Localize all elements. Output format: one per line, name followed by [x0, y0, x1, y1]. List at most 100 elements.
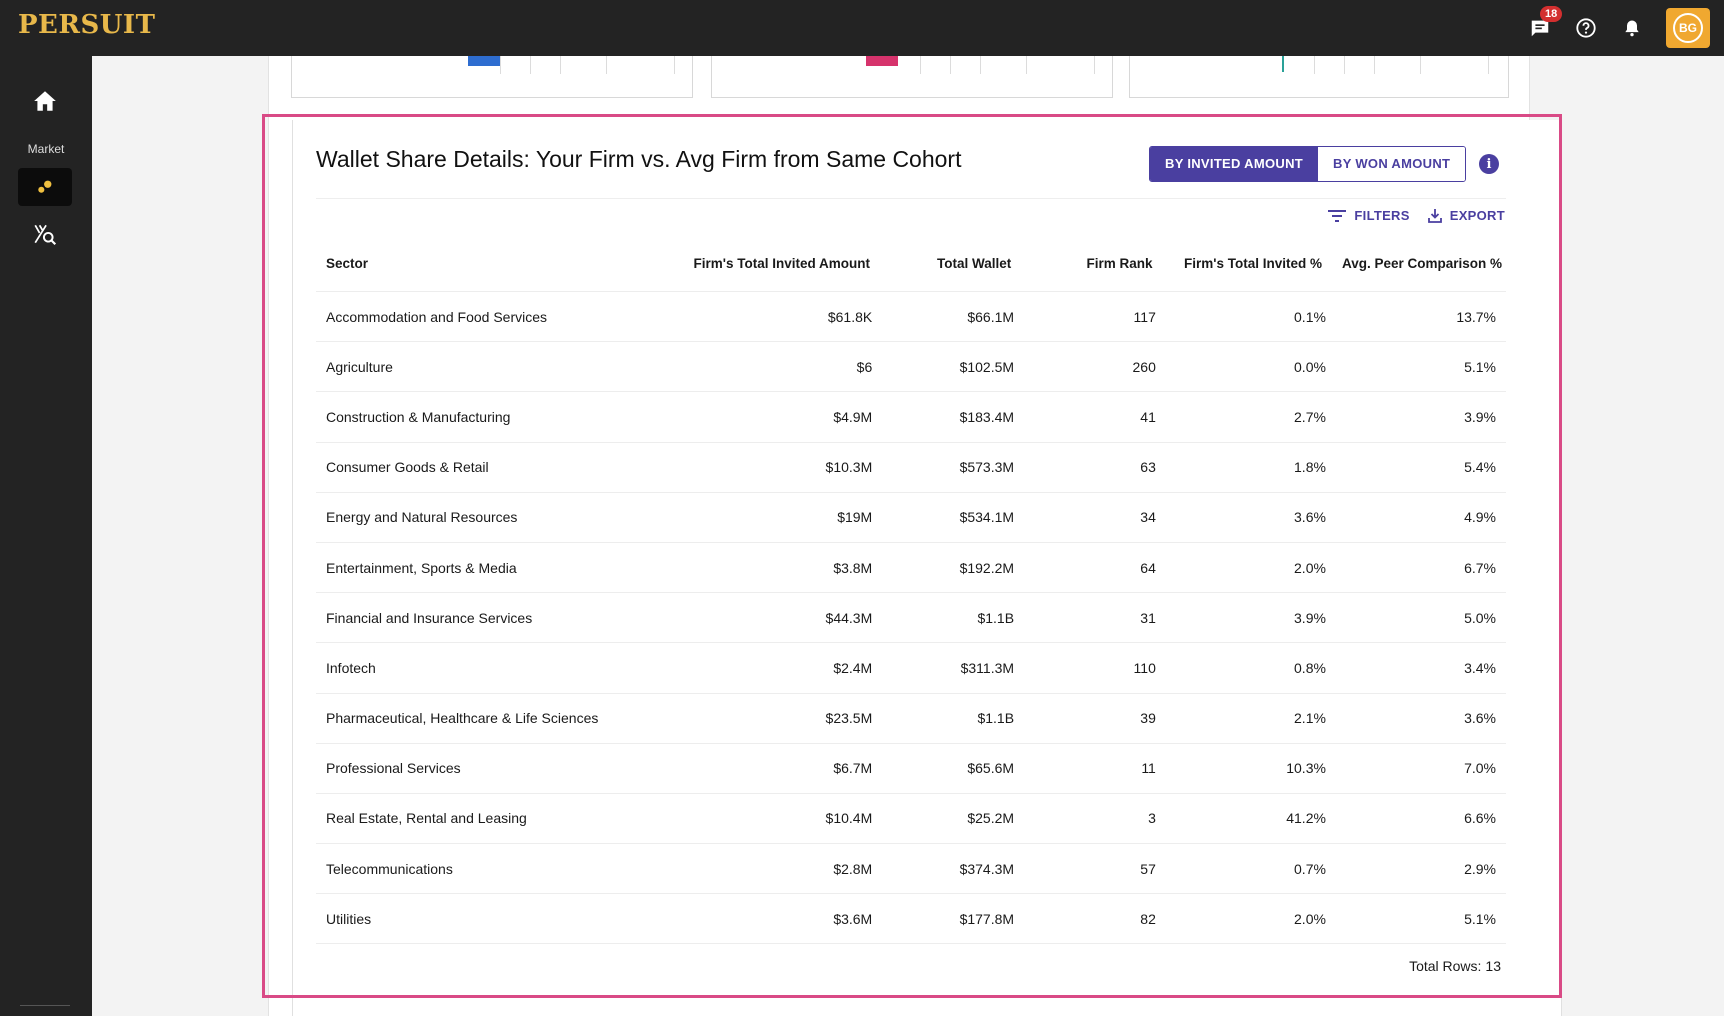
invited-percent-cell: 1.8%	[1294, 459, 1326, 476]
mini-chart-gridline	[560, 56, 561, 74]
firm-rank-cell: 3	[1148, 810, 1156, 827]
total-rows-label: Total Rows:	[1409, 958, 1482, 974]
invited-percent-cell: 41.2%	[1286, 810, 1326, 827]
sidebar-section-label: Market	[27, 142, 65, 156]
sector-cell: Entertainment, Sports & Media	[326, 559, 517, 576]
mini-chart-gridline	[980, 56, 981, 74]
mini-chart-bar	[468, 56, 500, 66]
invited-amount-cell: $10.3M	[825, 459, 873, 476]
by-invited-amount-button[interactable]: BY INVITED AMOUNT	[1150, 147, 1318, 181]
table-row[interactable]: Pharmaceutical, Healthcare & Life Scienc…	[316, 694, 1506, 744]
peer-comparison-cell: 13.7%	[1456, 308, 1497, 325]
invited-percent-cell: 2.0%	[1294, 559, 1326, 576]
mini-chart-gridline	[1488, 56, 1489, 74]
firm-rank-cell: 64	[1140, 559, 1156, 576]
table-row[interactable]: Real Estate, Rental and Leasing $10.4M $25…	[316, 794, 1506, 845]
total-wallet-cell: $311.3M	[960, 659, 1015, 676]
mini-chart-gridline	[1026, 56, 1027, 74]
total-rows: Total Rows: 13	[1405, 958, 1501, 974]
firm-rank-cell: 63	[1140, 459, 1156, 476]
invited-amount-cell: $3.6M	[833, 910, 873, 927]
peer-comparison-cell: 2.9%	[1464, 860, 1497, 877]
sector-cell: Professional Services	[326, 760, 461, 777]
total-wallet-cell: $66.1M	[967, 308, 1015, 325]
peer-comparison-cell: 6.7%	[1464, 559, 1497, 576]
table-row[interactable]: Telecommunications $2.8M $374.3M 57 0.7% 2.9%	[316, 844, 1506, 895]
peer-comparison-cell: 3.9%	[1464, 408, 1497, 425]
mini-chart-gridline	[1344, 56, 1345, 74]
mini-chart-gridline	[530, 56, 531, 74]
firm-rank-cell: 117	[1133, 308, 1156, 325]
firm-rank-cell: 260	[1132, 358, 1156, 375]
wallet-share-table: Sector Firm's Total Invited Amount Total…	[316, 236, 1506, 945]
table-row[interactable]: Agriculture $6 $102.5M 260 0.0% 5.1%	[316, 342, 1506, 393]
sidebar-item-home[interactable]	[32, 88, 58, 114]
total-wallet-cell: $177.8M	[959, 910, 1015, 927]
invited-amount-cell: $2.8M	[833, 860, 873, 877]
messages-button[interactable]: 18	[1528, 6, 1563, 40]
wallet-share-card: Wallet Share Details: Your Firm vs. Avg …	[292, 120, 1562, 1016]
peer-comparison-cell: 5.0%	[1464, 609, 1497, 626]
export-button[interactable]: EXPORT	[1427, 208, 1505, 223]
firm-rank-cell: 82	[1140, 910, 1156, 927]
invited-amount-cell: $2.4M	[833, 659, 873, 676]
column-header-sector[interactable]: Sector	[326, 256, 369, 271]
sector-cell: Pharmaceutical, Healthcare & Life Scienc…	[326, 710, 599, 727]
table-row[interactable]: Financial and Insurance Services $44.3M $1…	[316, 593, 1506, 644]
filters-button[interactable]: FILTERS	[1328, 208, 1409, 223]
filter-icon	[1328, 209, 1347, 222]
invited-amount-cell: $61.8K	[827, 308, 873, 325]
total-wallet-cell: $183.4M	[959, 408, 1015, 425]
table-actions: FILTERS EXPORT	[1328, 208, 1505, 223]
total-wallet-cell: $374.3M	[959, 860, 1015, 877]
peer-comparison-cell: 3.6%	[1464, 710, 1497, 727]
table-row[interactable]: Professional Services $6.7M $65.6M 11 10.3% 7…	[316, 744, 1506, 794]
title-divider	[316, 198, 1506, 199]
firm-rank-cell: 110	[1133, 659, 1156, 676]
top-bar: PERSUIT 18 BG	[0, 0, 1724, 56]
peer-comparison-cell: 5.4%	[1464, 459, 1497, 476]
help-icon	[1576, 18, 1596, 38]
mini-chart-gridline	[1314, 56, 1315, 74]
invited-percent-cell: 10.3%	[1286, 760, 1326, 777]
table-row[interactable]: Accommodation and Food Services $61.8K $66…	[316, 292, 1506, 343]
notifications-button[interactable]	[1620, 16, 1644, 40]
user-avatar-button[interactable]: BG	[1666, 8, 1710, 48]
column-header-total-wallet[interactable]: Total Wallet	[937, 256, 1012, 271]
mini-chart-gridline	[1420, 56, 1421, 74]
column-header-firm-rank[interactable]: Firm Rank	[1086, 256, 1153, 271]
column-header-invited-percent[interactable]: Firm's Total Invited %	[1184, 256, 1323, 271]
column-header-peer-comparison[interactable]: Avg. Peer Comparison %	[1342, 256, 1503, 271]
column-header-invited-amount[interactable]: Firm's Total Invited Amount	[693, 256, 870, 271]
peer-comparison-cell: 7.0%	[1464, 760, 1497, 777]
mini-chart-gridline	[500, 56, 501, 74]
by-won-amount-button[interactable]: BY WON AMOUNT	[1318, 147, 1466, 181]
invited-amount-cell: $10.4M	[825, 810, 873, 827]
table-row[interactable]: Energy and Natural Resources $19M $534.1M 3…	[316, 493, 1506, 543]
firm-rank-cell: 41	[1140, 408, 1156, 425]
help-button[interactable]	[1574, 16, 1598, 40]
sector-cell: Consumer Goods & Retail	[326, 459, 489, 476]
table-row[interactable]: Consumer Goods & Retail $10.3M $573.3M 63 1.…	[316, 443, 1506, 493]
mini-chart-1	[291, 56, 693, 98]
mini-chart-gridline	[920, 56, 921, 74]
sector-cell: Utilities	[326, 910, 372, 927]
total-wallet-cell: $65.6M	[967, 760, 1015, 777]
total-rows-value: 13	[1485, 958, 1501, 974]
persuit-logo[interactable]: PERSUIT	[18, 10, 156, 40]
invited-percent-cell: 0.8%	[1294, 659, 1326, 676]
peer-comparison-cell: 6.6%	[1464, 810, 1497, 827]
mini-chart-gridline	[606, 56, 607, 74]
table-row[interactable]: Utilities $3.6M $177.8M 82 2.0% 5.1%	[316, 894, 1506, 945]
sidebar-item-market-search[interactable]	[32, 221, 58, 247]
market-search-icon	[34, 224, 57, 246]
info-icon[interactable]: i	[1479, 154, 1499, 174]
invited-percent-cell: 3.9%	[1294, 609, 1326, 626]
invited-percent-cell: 2.1%	[1294, 710, 1326, 727]
market-insights-icon	[38, 180, 52, 193]
invited-percent-cell: 2.7%	[1294, 408, 1326, 425]
table-row[interactable]: Construction & Manufacturing $4.9M $183.4M…	[316, 392, 1506, 443]
table-row[interactable]: Entertainment, Sports & Media $3.8M $192.2…	[316, 543, 1506, 594]
sidebar-item-market-insights[interactable]	[18, 168, 72, 206]
table-row[interactable]: Infotech $2.4M $311.3M 110 0.8% 3.4%	[316, 643, 1506, 694]
